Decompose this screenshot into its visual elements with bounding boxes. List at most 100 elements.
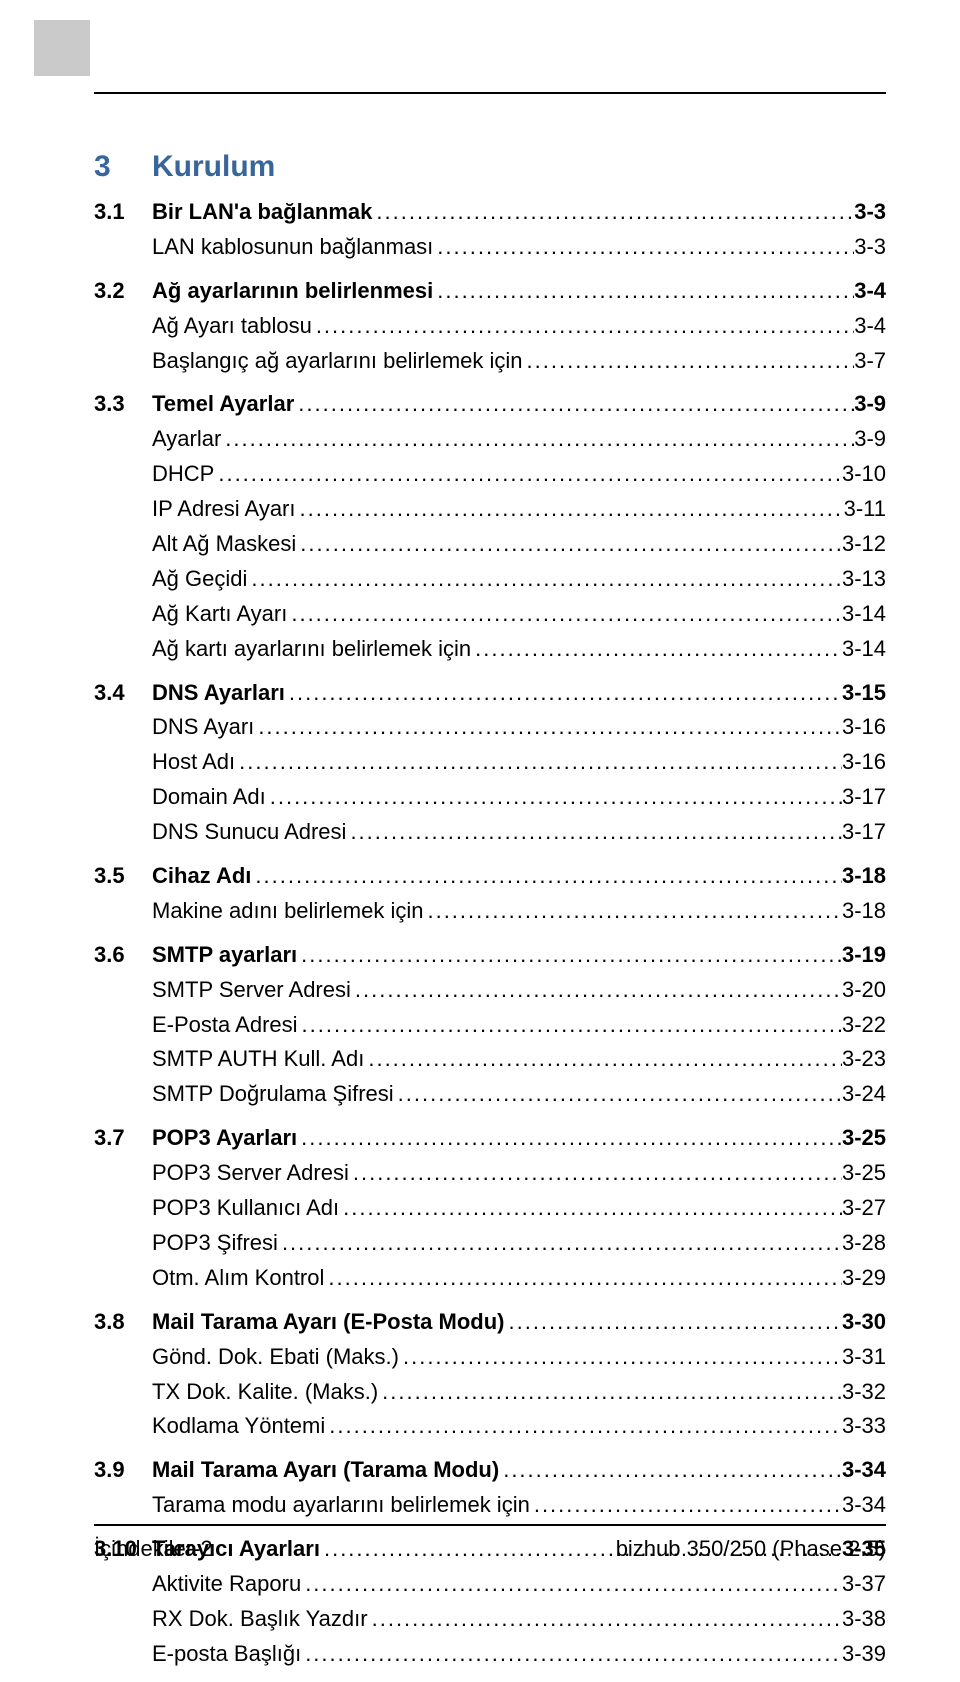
- leader-dots: [346, 816, 842, 848]
- section-page: 3-9: [854, 388, 886, 420]
- item-label: Başlangıç ağ ayarlarını belirlemek için: [152, 345, 523, 377]
- item-page: 3-17: [842, 816, 886, 848]
- toc-item-row: RX Dok. Başlık Yazdır3-38: [94, 1603, 886, 1635]
- section-number: 3.8: [94, 1306, 152, 1338]
- leader-dots: [221, 423, 854, 455]
- toc-item-row: Ağ kartı ayarlarını belirlemek için3-14: [94, 633, 886, 665]
- toc-content: 3 Kurulum 3.1Bir LAN'a bağlanmak 3-3LAN …: [94, 150, 886, 1682]
- leader-dots: [433, 275, 854, 307]
- leader-dots: [399, 1341, 842, 1373]
- leader-dots: [499, 1454, 842, 1486]
- toc-body: 3.1Bir LAN'a bağlanmak 3-3LAN kablosunun…: [94, 196, 886, 1670]
- toc-section-row: 3.9Mail Tarama Ayarı (Tarama Modu) 3-34: [94, 1454, 886, 1486]
- footer-right: bizhub 350/250 (Phase 2.5): [616, 1536, 886, 1562]
- toc-section-row: 3.1Bir LAN'a bağlanmak 3-3: [94, 196, 886, 228]
- leader-dots: [214, 458, 842, 490]
- toc-item-row: Gönd. Dok. Ebati (Maks.)3-31: [94, 1341, 886, 1373]
- item-label: Aktivite Raporu: [152, 1568, 301, 1600]
- section-page: 3-34: [842, 1454, 886, 1486]
- item-label: DNS Ayarı: [152, 711, 254, 743]
- toc-section: 3.9Mail Tarama Ayarı (Tarama Modu) 3-34T…: [94, 1454, 886, 1521]
- item-page: 3-9: [854, 423, 886, 455]
- toc-item-row: Ağ Geçidi3-13: [94, 563, 886, 595]
- toc-section-row: 3.3Temel Ayarlar 3-9: [94, 388, 886, 420]
- leader-dots: [296, 493, 844, 525]
- header-rule: [94, 92, 886, 94]
- section-number: 3.6: [94, 939, 152, 971]
- leader-dots: [301, 1568, 842, 1600]
- item-label: Domain Adı: [152, 781, 266, 813]
- toc-item-row: Domain Adı3-17: [94, 781, 886, 813]
- toc-item-row: SMTP Server Adresi3-20: [94, 974, 886, 1006]
- toc-section-row: 3.4DNS Ayarları 3-15: [94, 677, 886, 709]
- section-page: 3-19: [842, 939, 886, 971]
- item-page: 3-22: [842, 1009, 886, 1041]
- chapter-title: Kurulum: [152, 150, 275, 184]
- toc-item-row: DNS Ayarı 3-16: [94, 711, 886, 743]
- item-label: SMTP Doğrulama Şifresi: [152, 1078, 394, 1110]
- section-page: 3-25: [842, 1122, 886, 1154]
- toc-item-row: POP3 Şifresi3-28: [94, 1227, 886, 1259]
- leader-dots: [298, 1009, 842, 1041]
- item-label: DHCP: [152, 458, 214, 490]
- toc-section: 3.2Ağ ayarlarının belirlenmesi 3-4Ağ Aya…: [94, 275, 886, 377]
- toc-section: 3.4DNS Ayarları 3-15DNS Ayarı3-16Host Ad…: [94, 677, 886, 848]
- toc-item-row: Başlangıç ağ ayarlarını belirlemek için 3…: [94, 345, 886, 377]
- item-page: 3-25: [842, 1157, 886, 1189]
- leader-dots: [378, 1376, 842, 1408]
- item-page: 3-23: [842, 1043, 886, 1075]
- item-page: 3-10: [842, 458, 886, 490]
- leader-dots: [285, 677, 842, 709]
- section-page: 3-4: [854, 275, 886, 307]
- section-number: 3.5: [94, 860, 152, 892]
- toc-section: 3.3Temel Ayarlar 3-9Ayarlar3-9DHCP 3-10IP…: [94, 388, 886, 664]
- item-label: Ağ kartı ayarlarını belirlemek için: [152, 633, 471, 665]
- toc-section-row: 3.6SMTP ayarları 3-19: [94, 939, 886, 971]
- toc-section: 3.6SMTP ayarları 3-19SMTP Server Adresi3…: [94, 939, 886, 1110]
- leader-dots: [297, 939, 842, 971]
- item-label: Ağ Ayarı tablosu: [152, 310, 312, 342]
- item-page: 3-7: [854, 345, 886, 377]
- toc-item-row: Otm. Alım Kontrol3-29: [94, 1262, 886, 1294]
- footer-left: İçindekiler-2: [94, 1536, 213, 1562]
- footer: İçindekiler-2 bizhub 350/250 (Phase 2.5): [94, 1524, 886, 1562]
- toc-section: 3.7POP3 Ayarları 3-25POP3 Server Adresi3…: [94, 1122, 886, 1293]
- toc-section: 3.1Bir LAN'a bağlanmak 3-3LAN kablosunun…: [94, 196, 886, 263]
- leader-dots: [301, 1638, 842, 1670]
- item-label: E-Posta Adresi: [152, 1009, 298, 1041]
- chapter-heading: 3 Kurulum: [94, 150, 886, 184]
- item-page: 3-38: [842, 1603, 886, 1635]
- leader-dots: [254, 711, 842, 743]
- toc-section: 3.5Cihaz Adı 3-18Makine adını belirlemek…: [94, 860, 886, 927]
- leader-dots: [433, 231, 854, 263]
- toc-item-row: Ayarlar3-9: [94, 423, 886, 455]
- section-title: Mail Tarama Ayarı (Tarama Modu): [152, 1454, 499, 1486]
- toc-section-row: 3.7POP3 Ayarları 3-25: [94, 1122, 886, 1154]
- section-title: Temel Ayarlar: [152, 388, 294, 420]
- section-number: 3.3: [94, 388, 152, 420]
- leader-dots: [523, 345, 855, 377]
- item-page: 3-16: [842, 711, 886, 743]
- section-title: Cihaz Adı: [152, 860, 251, 892]
- leader-dots: [364, 1043, 842, 1075]
- toc-item-row: E-Posta Adresi 3-22: [94, 1009, 886, 1041]
- leader-dots: [372, 196, 854, 228]
- leader-dots: [287, 598, 842, 630]
- toc-item-row: IP Adresi Ayarı3-11: [94, 493, 886, 525]
- section-title: Bir LAN'a bağlanmak: [152, 196, 372, 228]
- toc-item-row: Ağ Kartı Ayarı3-14: [94, 598, 886, 630]
- item-label: Ağ Kartı Ayarı: [152, 598, 287, 630]
- item-page: 3-3: [854, 231, 886, 263]
- toc-item-row: SMTP AUTH Kull. Adı 3-23: [94, 1043, 886, 1075]
- item-page: 3-18: [842, 895, 886, 927]
- section-number: 3.1: [94, 196, 152, 228]
- section-page: 3-15: [842, 677, 886, 709]
- leader-dots: [266, 781, 842, 813]
- leader-dots: [278, 1227, 842, 1259]
- leader-dots: [296, 528, 842, 560]
- section-title: Ağ ayarlarının belirlenmesi: [152, 275, 433, 307]
- item-label: SMTP AUTH Kull. Adı: [152, 1043, 364, 1075]
- item-page: 3-20: [842, 974, 886, 1006]
- toc-section-row: 3.8Mail Tarama Ayarı (E-Posta Modu) 3-30: [94, 1306, 886, 1338]
- leader-dots: [294, 388, 854, 420]
